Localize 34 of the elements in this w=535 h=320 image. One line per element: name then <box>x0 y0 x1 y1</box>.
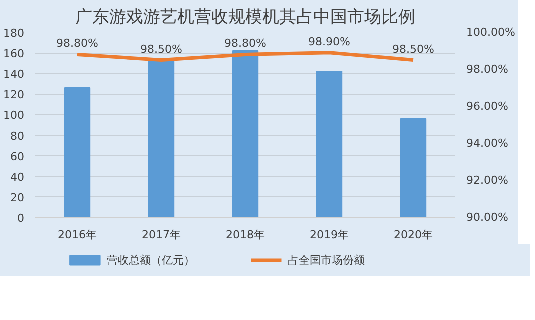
data-label: 98.90% <box>308 35 350 48</box>
data-label: 98.80% <box>56 37 98 50</box>
bar <box>316 71 343 218</box>
y2-tick-label: 92.00% <box>466 174 508 187</box>
data-label: 98.80% <box>224 37 266 50</box>
y2-tick-label: 100.00% <box>466 26 516 39</box>
y-tick-label: 20 <box>10 191 25 204</box>
bar <box>148 60 175 218</box>
x-tick-label: 2017年 <box>142 228 182 242</box>
y-tick-label: 40 <box>10 170 25 184</box>
y-tick-label: 160 <box>4 48 25 61</box>
x-tick-label: 2020年 <box>394 228 434 242</box>
y2-tick-label: 90.00% <box>466 211 508 224</box>
chart-title: 广东游戏游艺机营收规模机其占中国市场比例 <box>76 8 416 28</box>
y-tick-label: 140 <box>4 68 25 82</box>
bar <box>64 88 91 218</box>
y2-tick-label: 96.00% <box>466 100 508 113</box>
x-tick-label: 2018年 <box>226 228 266 242</box>
y-tick-label: 100 <box>4 109 25 122</box>
data-label: 98.50% <box>140 42 182 56</box>
y-tick-label: 60 <box>10 150 25 164</box>
y2-tick-label: 98.00% <box>466 63 508 76</box>
y2-tick-label: 94.00% <box>466 137 508 150</box>
data-label: 98.50% <box>392 42 434 56</box>
y-tick-label: 80 <box>10 130 25 143</box>
y-tick-label: 180 <box>4 27 25 40</box>
legend-label: 占全国市场份额 <box>288 254 366 267</box>
bar <box>400 118 427 218</box>
y-tick-label: 120 <box>4 88 25 102</box>
y-tick-label: 0 <box>18 212 24 225</box>
x-tick-label: 2016年 <box>58 228 98 242</box>
bar <box>232 50 259 218</box>
legend-label: 营收总额（亿元） <box>106 254 195 267</box>
x-tick-label: 2019年 <box>310 228 350 242</box>
